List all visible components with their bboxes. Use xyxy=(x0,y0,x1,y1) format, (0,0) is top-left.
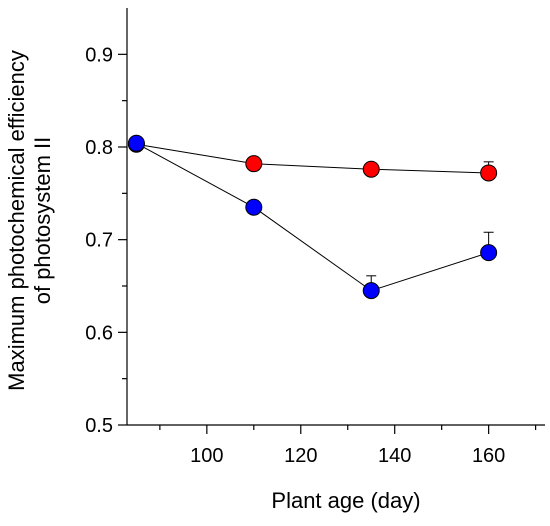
y-axis-title-line-2: of photosystem II xyxy=(30,137,55,305)
y-tick-label: 0.7 xyxy=(85,230,113,252)
series-layer xyxy=(127,134,498,300)
x-tick-label: 140 xyxy=(378,445,411,467)
labels-layer: Plant age (day) Maximum photochemical ef… xyxy=(4,50,421,513)
y-axis-title: Maximum photochemical efficiency of phot… xyxy=(4,50,55,391)
data-points xyxy=(127,134,498,300)
y-tick-label: 0.9 xyxy=(85,44,113,66)
x-axis-title: Plant age (day) xyxy=(271,488,420,513)
series-lines xyxy=(136,142,489,292)
data-point xyxy=(362,160,380,178)
data-point xyxy=(245,155,263,173)
data-point xyxy=(480,164,498,182)
data-point xyxy=(362,282,380,300)
series-line xyxy=(136,142,489,292)
data-point xyxy=(480,244,498,262)
data-point xyxy=(127,134,145,152)
axes: 100 120 140 160 0.5 0.6 0.7 0.8 0.9 xyxy=(85,8,545,467)
x-tick-label: 160 xyxy=(472,445,505,467)
x-tick-label: 100 xyxy=(190,445,223,467)
y-tick-label: 0.5 xyxy=(85,415,113,437)
y-tick-label: 0.8 xyxy=(85,137,113,159)
y-tick-label: 0.6 xyxy=(85,322,113,344)
x-tick-label: 120 xyxy=(284,445,317,467)
y-axis-title-line-1: Maximum photochemical efficiency xyxy=(4,50,29,391)
series-line xyxy=(136,143,489,174)
data-point xyxy=(245,198,263,216)
